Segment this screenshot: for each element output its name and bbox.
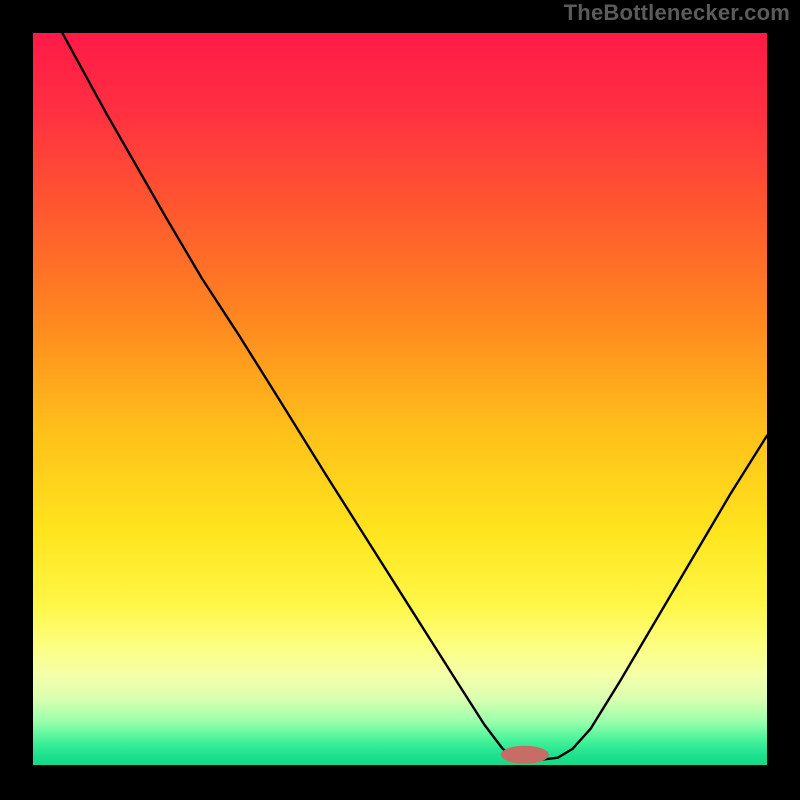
plot-background [33,33,767,765]
bottleneck-chart [0,0,800,800]
optimal-point-marker [501,746,549,764]
watermark-text: TheBottlenecker.com [564,0,790,26]
chart-stage: TheBottlenecker.com [0,0,800,800]
